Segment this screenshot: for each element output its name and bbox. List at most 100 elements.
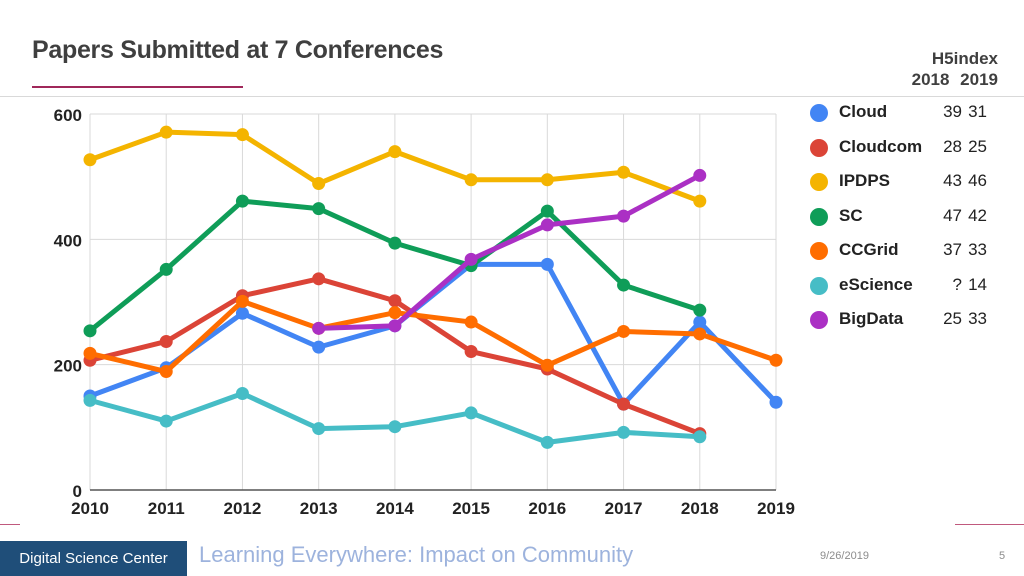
legend-label-bigdata: BigData — [839, 309, 904, 328]
slide-title: Papers Submitted at 7 Conferences — [32, 36, 444, 64]
data-point-ccgrid — [388, 306, 402, 320]
h5index-2019-bigdata: 33 — [968, 309, 987, 328]
data-point-escience — [83, 393, 97, 407]
y-tick-label: 600 — [54, 106, 82, 125]
title-underline — [32, 86, 243, 88]
legend-label-ipdps: IPDPS — [839, 171, 891, 190]
legend-label-cloud: Cloud — [839, 102, 888, 121]
footer-line-left — [0, 524, 20, 525]
data-point-ipdps — [83, 153, 97, 167]
legend-label-ccgrid: CCGrid — [839, 240, 899, 259]
legend-marker-ccgrid — [810, 242, 828, 260]
data-point-bigdata — [312, 321, 326, 335]
data-point-sc — [540, 204, 554, 218]
header-divider — [0, 96, 1024, 97]
x-tick-label: 2011 — [148, 499, 185, 518]
data-point-ccgrid — [540, 358, 554, 372]
h5index-2019-cloud: 31 — [968, 102, 987, 121]
legend-marker-cloudcom — [810, 138, 828, 157]
h5index-label: H5index — [931, 49, 998, 68]
data-point-sc — [693, 303, 707, 317]
data-point-sc — [388, 236, 402, 250]
data-point-cloud — [312, 340, 326, 354]
legend-label-cloudcom: Cloudcom — [839, 136, 923, 156]
legend-item-cloud: Cloud 39 31 — [808, 101, 1008, 125]
legend-label-escience: eScience — [839, 274, 913, 294]
data-point-ipdps — [312, 177, 326, 191]
data-point-escience — [693, 430, 707, 444]
data-point-ccgrid — [235, 294, 249, 308]
data-point-ccgrid — [693, 327, 707, 341]
data-point-sc — [235, 194, 249, 208]
data-point-cloudcom — [312, 272, 326, 286]
data-point-cloudcom — [388, 294, 402, 308]
h5index-year-2018: 2018 — [911, 70, 950, 89]
h5index-2019-cloudcom: 25 — [968, 136, 987, 156]
data-point-ipdps — [388, 145, 402, 159]
h5index-2018-cloud: 39 — [943, 102, 962, 121]
y-tick-label: 400 — [54, 231, 82, 250]
h5index-2018-escience: ? — [952, 274, 962, 294]
x-tick-label: 2018 — [681, 499, 719, 518]
data-point-ipdps — [235, 128, 249, 142]
legend-marker-ipdps — [810, 173, 828, 191]
legend-item-cloudcom: Cloudcom 28 25 — [808, 136, 1008, 160]
series-line-bigdata — [316, 172, 703, 331]
h5index-2019-escience: 14 — [968, 274, 987, 294]
h5index-2018-sc: 47 — [943, 205, 962, 225]
h5index-header: H5index 2018 2019 — [906, 48, 998, 90]
data-point-cloudcom — [464, 345, 478, 359]
data-point-bigdata — [693, 168, 707, 182]
line-chart: 0 200 400 600 2010 2011 2012 2013 2014 2015 2016 20… — [54, 106, 795, 518]
data-point-sc — [312, 202, 326, 216]
h5index-2019-ccgrid: 33 — [968, 240, 987, 259]
data-point-bigdata — [540, 218, 554, 232]
h5index-2018-ipdps: 43 — [943, 171, 962, 190]
data-point-escience — [159, 414, 173, 428]
data-point-cloud — [235, 306, 249, 320]
data-point-ccgrid — [159, 365, 173, 379]
page-number: 5 — [999, 550, 1006, 562]
h5index-2018-cloudcom: 28 — [943, 136, 962, 156]
legend-marker-escience — [810, 276, 828, 295]
footer-subtitle: Learning Everywhere: Impact on Community — [199, 542, 634, 567]
legend-item-bigdata: BigData 25 33 — [808, 308, 1008, 332]
h5index-2018-ccgrid: 37 — [943, 240, 962, 259]
legend-marker-cloud — [810, 104, 828, 122]
x-tick-label: 2015 — [452, 499, 490, 518]
footer-date: 9/26/2019 — [820, 550, 869, 562]
x-tick-label: 2013 — [300, 499, 338, 518]
data-point-cloudcom — [617, 397, 631, 411]
data-point-ipdps — [159, 125, 173, 139]
data-point-sc — [617, 278, 631, 292]
h5index-2019-ipdps: 46 — [968, 171, 987, 190]
x-tick-label: 2010 — [71, 499, 109, 518]
data-point-ipdps — [693, 194, 707, 208]
data-point-escience — [464, 406, 478, 420]
h5index-2019-sc: 42 — [968, 205, 987, 225]
data-point-ipdps — [540, 173, 554, 187]
data-point-sc — [159, 262, 173, 276]
data-point-cloud — [769, 395, 783, 409]
legend-label-sc: SC — [839, 205, 863, 225]
data-point-escience — [312, 422, 326, 436]
legend-item-escience: eScience? 14 — [808, 274, 1008, 298]
data-point-cloud — [693, 315, 707, 329]
x-tick-label: 2016 — [528, 499, 566, 518]
x-tick-label: 2019 — [757, 499, 795, 518]
data-point-bigdata — [464, 252, 478, 266]
legend-marker-sc — [810, 207, 828, 226]
data-point-escience — [617, 425, 631, 439]
data-point-ipdps — [617, 165, 631, 179]
y-tick-label: 200 — [54, 357, 82, 376]
x-tick-label: 2017 — [605, 499, 643, 518]
legend-marker-bigdata — [810, 311, 828, 329]
footer-org-label: Digital Science Center — [0, 541, 187, 576]
data-point-sc — [83, 324, 97, 338]
series-line-ccgrid — [87, 298, 779, 375]
h5index-year-2019: 2019 — [960, 70, 998, 89]
legend-item-ipdps: IPDPS 43 46 — [808, 170, 1008, 194]
x-tick-label: 2014 — [376, 499, 414, 518]
data-point-escience — [235, 386, 249, 400]
data-point-ccgrid — [83, 346, 97, 360]
